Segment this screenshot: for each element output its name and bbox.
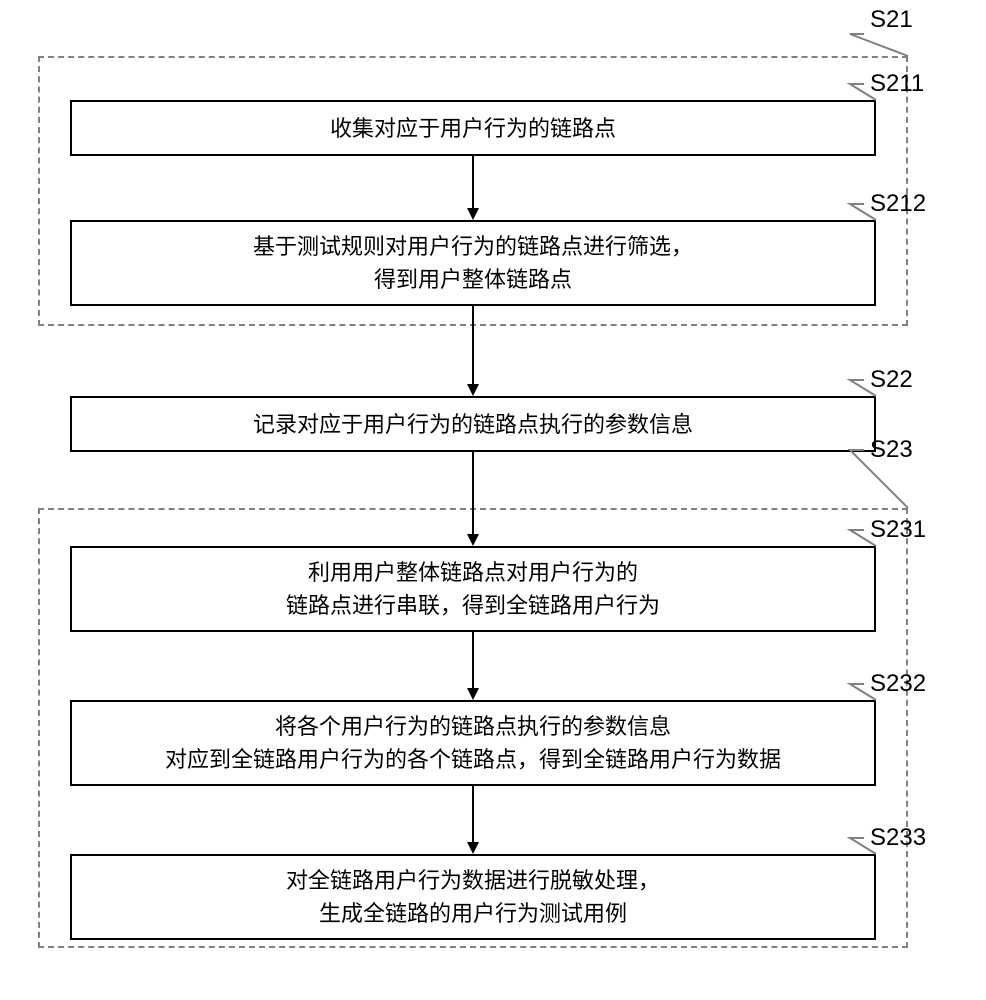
step-s232-line1: 将各个用户行为的链路点执行的参数信息 (275, 710, 671, 743)
step-s22-line1: 记录对应于用户行为的链路点执行的参数信息 (253, 408, 693, 441)
flowchart-canvas: 收集对应于用户行为的链路点 基于测试规则对用户行为的链路点进行筛选， 得到用户整… (0, 0, 986, 1000)
label-s212: S212 (870, 190, 926, 218)
step-s232: 将各个用户行为的链路点执行的参数信息 对应到全链路用户行为的各个链路点，得到全链… (70, 700, 876, 786)
step-s233-line2: 生成全链路的用户行为测试用例 (319, 897, 627, 930)
step-s211-line1: 收集对应于用户行为的链路点 (330, 112, 616, 145)
step-s212-line2: 得到用户整体链路点 (374, 263, 572, 296)
step-s233-line1: 对全链路用户行为数据进行脱敏处理， (286, 864, 660, 897)
step-s212-line1: 基于测试规则对用户行为的链路点进行筛选， (253, 230, 693, 263)
step-s22: 记录对应于用户行为的链路点执行的参数信息 (70, 396, 876, 452)
step-s231-line1: 利用用户整体链路点对用户行为的 (308, 556, 638, 589)
step-s212: 基于测试规则对用户行为的链路点进行筛选， 得到用户整体链路点 (70, 220, 876, 306)
step-s211: 收集对应于用户行为的链路点 (70, 100, 876, 156)
label-s21: S21 (870, 6, 913, 34)
label-s23: S23 (870, 436, 913, 464)
step-s232-line2: 对应到全链路用户行为的各个链路点，得到全链路用户行为数据 (165, 743, 781, 776)
step-s231: 利用用户整体链路点对用户行为的 链路点进行串联，得到全链路用户行为 (70, 546, 876, 632)
label-s211: S211 (870, 70, 924, 98)
label-s22: S22 (870, 366, 913, 394)
label-s233: S233 (870, 824, 926, 852)
step-s233: 对全链路用户行为数据进行脱敏处理， 生成全链路的用户行为测试用例 (70, 854, 876, 940)
step-s231-line2: 链路点进行串联，得到全链路用户行为 (286, 589, 660, 622)
label-s232: S232 (870, 670, 926, 698)
label-s231: S231 (870, 516, 926, 544)
